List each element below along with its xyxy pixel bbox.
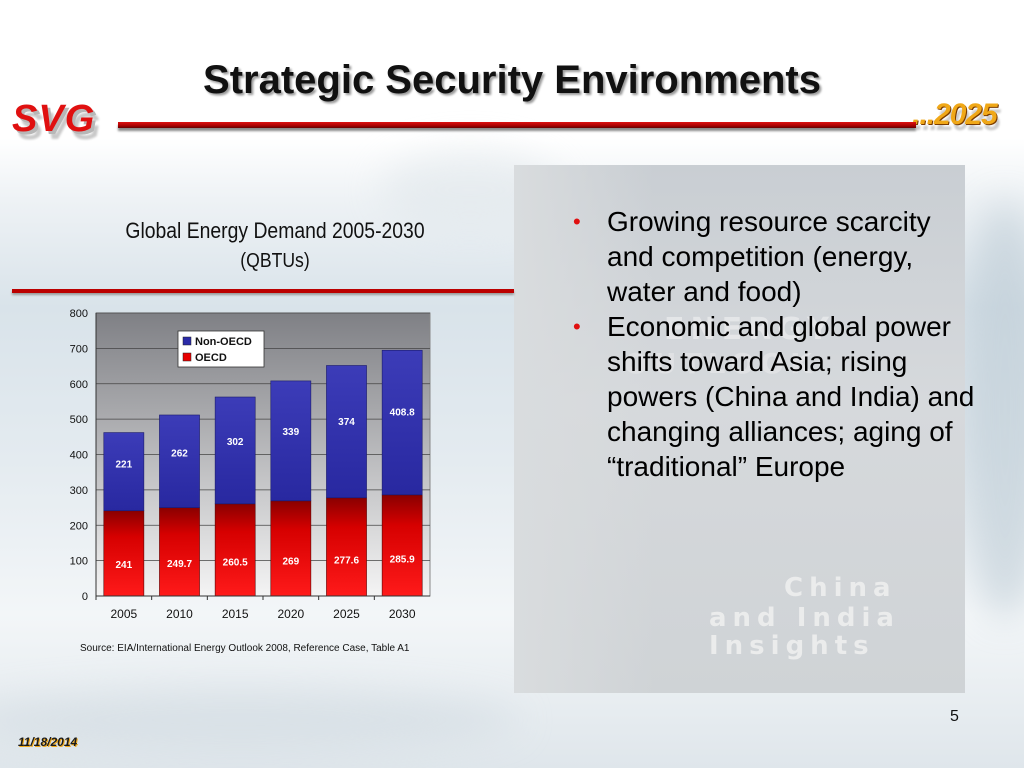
background-cloud (0, 690, 520, 750)
legend-label-non-oecd: Non-OECD (195, 336, 252, 348)
x-tick-label: 2010 (166, 607, 193, 621)
slide-title: Strategic Security Environments (203, 58, 821, 102)
chart-title-rule (12, 289, 514, 293)
cover-image-decoration: Insights (709, 631, 875, 661)
data-label-non-oecd: 408.8 (390, 407, 415, 418)
y-tick-label: 200 (70, 520, 88, 532)
bullet-marker-icon: • (573, 209, 581, 234)
data-label-non-oecd: 302 (227, 437, 244, 448)
bar-oecd (381, 494, 423, 597)
bar-non-oecd (103, 432, 145, 512)
bar-oecd (326, 497, 367, 597)
cover-image-shade (514, 165, 654, 693)
x-tick-label: 2030 (389, 607, 416, 621)
bar-oecd (214, 503, 256, 597)
chart-source: Source: EIA/International Energy Outlook… (80, 643, 410, 654)
data-label-oecd: 249.7 (167, 559, 192, 570)
data-label-oecd: 269 (282, 557, 299, 568)
cover-image-decoration: China (784, 573, 897, 603)
y-tick-label: 400 (70, 450, 88, 462)
data-label-oecd: 277.6 (334, 556, 359, 567)
legend-swatch-oecd (182, 352, 192, 362)
x-tick-label: 2020 (277, 607, 304, 621)
bar-non-oecd (214, 396, 256, 505)
bullet-marker-icon: • (573, 314, 581, 339)
header-rule (118, 122, 916, 128)
bar-oecd (159, 507, 200, 597)
y-tick-label: 100 (70, 556, 88, 568)
y-tick-label: 600 (70, 379, 88, 391)
svg-logo: SVG (12, 98, 96, 140)
page-number: 5 (950, 708, 959, 725)
y-tick-label: 700 (70, 343, 88, 355)
data-label-non-oecd: 221 (115, 460, 132, 471)
bullet-text: Economic and global power shifts toward … (607, 311, 975, 482)
bullet-item: • Growing resource scarcity and competiti… (565, 204, 985, 309)
slide-date: 11/18/2014 (18, 735, 78, 749)
bar-non-oecd (326, 365, 367, 499)
energy-outlook-cover-image: ENERGY OUTLOOK China and India Insights (514, 165, 965, 693)
bar-non-oecd (270, 380, 312, 502)
chart-title-block: Global Energy Demand 2005-2030 (QBTUs) (86, 216, 464, 276)
bar-oecd (103, 510, 145, 597)
data-label-non-oecd: 262 (171, 449, 188, 460)
bullet-text: Growing resource scarcity and competitio… (607, 206, 931, 307)
y-tick-label: 0 (82, 591, 88, 603)
data-label-non-oecd: 339 (282, 427, 299, 438)
data-label-non-oecd: 374 (338, 417, 355, 428)
2025-logo: ...2025 (912, 98, 998, 131)
y-tick-label: 500 (70, 414, 88, 426)
x-tick-label: 2025 (333, 607, 360, 621)
data-label-oecd: 285.9 (390, 555, 415, 566)
legend-label-oecd: OECD (195, 352, 227, 364)
data-label-oecd: 260.5 (223, 558, 248, 569)
bar-oecd (270, 500, 312, 597)
legend-box (177, 330, 265, 368)
bullet-item: • Economic and global power shifts toward… (565, 309, 985, 484)
y-tick-label: 800 (70, 308, 88, 320)
cover-image-decoration: OUTLOOK (624, 347, 818, 380)
x-tick-label: 2005 (110, 607, 137, 621)
cover-image-decoration: and India (709, 603, 900, 633)
background-cloud (960, 200, 1024, 620)
chart-subtitle: (QBTUs) (240, 250, 310, 272)
chart-title: Global Energy Demand 2005-2030 (125, 218, 425, 243)
bar-non-oecd (381, 349, 423, 496)
x-tick-label: 2015 (222, 607, 249, 621)
bullet-list: • Growing resource scarcity and competiti… (565, 204, 985, 484)
bar-non-oecd (159, 414, 200, 508)
cover-image-decoration: ENERGY (664, 312, 835, 347)
y-tick-label: 300 (70, 485, 88, 497)
legend-swatch-non-oecd (182, 336, 192, 346)
energy-demand-chart: 0 100 200 300 400 500 600 700 800 241 221 2005 249.7… (70, 308, 431, 621)
data-label-oecd: 241 (115, 560, 132, 571)
